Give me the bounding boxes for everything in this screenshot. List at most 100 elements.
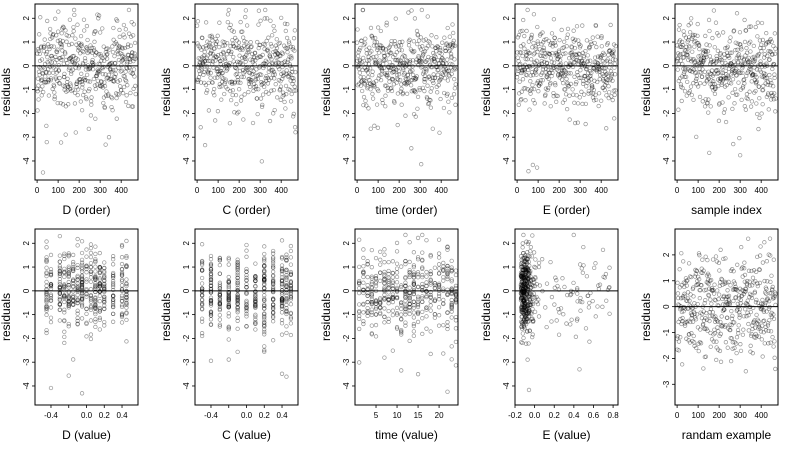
data-point bbox=[106, 135, 112, 140]
data-point bbox=[598, 67, 603, 72]
data-point bbox=[57, 282, 63, 287]
data-point bbox=[771, 97, 776, 102]
data-point bbox=[288, 284, 294, 289]
data-point bbox=[721, 76, 726, 82]
data-point bbox=[524, 312, 529, 317]
data-point bbox=[71, 284, 76, 289]
data-point bbox=[707, 313, 713, 319]
data-point bbox=[608, 69, 614, 74]
data-point bbox=[371, 83, 376, 89]
data-point bbox=[523, 304, 528, 309]
data-point bbox=[407, 298, 412, 303]
data-point bbox=[742, 39, 748, 45]
data-point bbox=[226, 297, 231, 302]
data-point bbox=[283, 62, 288, 68]
data-point bbox=[56, 68, 61, 73]
data-point bbox=[742, 17, 747, 23]
data-point bbox=[688, 292, 693, 297]
data-point bbox=[244, 302, 249, 307]
data-point bbox=[574, 79, 579, 85]
data-point bbox=[584, 274, 590, 279]
data-point bbox=[721, 294, 726, 300]
data-point bbox=[45, 42, 51, 47]
data-point bbox=[261, 41, 266, 47]
data-point bbox=[284, 309, 289, 314]
data-point bbox=[595, 34, 600, 39]
data-point bbox=[707, 309, 712, 315]
data-point bbox=[555, 56, 561, 62]
data-point bbox=[679, 44, 684, 49]
data-point bbox=[532, 280, 537, 285]
y-tick-label: -3 bbox=[22, 358, 31, 366]
data-point bbox=[753, 73, 758, 78]
data-point bbox=[570, 289, 576, 294]
data-point bbox=[120, 52, 125, 57]
data-point bbox=[79, 43, 84, 48]
data-point bbox=[542, 101, 547, 106]
plot-frame bbox=[514, 3, 619, 181]
data-point bbox=[520, 276, 525, 281]
data-point bbox=[208, 309, 214, 314]
data-point bbox=[113, 60, 118, 66]
data-point bbox=[526, 272, 531, 277]
data-point bbox=[36, 83, 41, 88]
data-point bbox=[279, 298, 285, 303]
data-point bbox=[253, 292, 258, 297]
data-point bbox=[132, 40, 138, 46]
data-point bbox=[678, 52, 683, 57]
data-point bbox=[519, 319, 524, 324]
data-point bbox=[110, 293, 116, 299]
data-point bbox=[46, 77, 51, 82]
data-point bbox=[44, 308, 49, 313]
data-point bbox=[365, 299, 370, 305]
data-point bbox=[436, 323, 442, 328]
data-point bbox=[251, 88, 256, 93]
data-point bbox=[365, 283, 370, 288]
data-point bbox=[678, 76, 683, 81]
data-point bbox=[600, 85, 605, 90]
data-point bbox=[199, 268, 205, 273]
data-point bbox=[445, 43, 451, 48]
data-point bbox=[434, 35, 439, 40]
data-point bbox=[610, 57, 616, 62]
data-point bbox=[199, 66, 204, 71]
data-point bbox=[284, 274, 289, 280]
data-point bbox=[418, 59, 423, 64]
data-point bbox=[523, 266, 528, 271]
data-point bbox=[518, 298, 524, 303]
data-point bbox=[205, 53, 210, 58]
data-point bbox=[586, 305, 592, 310]
data-point bbox=[530, 82, 535, 88]
data-point bbox=[702, 69, 707, 74]
data-point bbox=[79, 298, 85, 303]
data-point bbox=[582, 92, 587, 97]
data-point bbox=[279, 296, 285, 301]
data-point bbox=[531, 277, 536, 282]
data-point bbox=[211, 90, 216, 95]
data-point bbox=[387, 59, 392, 65]
data-point bbox=[717, 101, 722, 106]
data-point bbox=[231, 59, 236, 64]
data-point bbox=[262, 329, 267, 335]
data-point bbox=[419, 7, 424, 13]
data-point bbox=[700, 99, 705, 104]
data-point bbox=[528, 310, 533, 315]
data-point bbox=[357, 316, 362, 322]
data-point bbox=[432, 312, 438, 317]
data-point bbox=[265, 60, 270, 65]
data-point bbox=[357, 313, 362, 319]
data-point bbox=[124, 79, 129, 84]
data-point bbox=[527, 302, 532, 307]
data-point bbox=[199, 281, 205, 286]
data-point bbox=[371, 80, 376, 85]
data-point bbox=[217, 284, 223, 289]
data-point bbox=[453, 298, 459, 303]
data-point bbox=[102, 282, 107, 287]
data-point bbox=[369, 297, 374, 302]
data-point bbox=[572, 100, 577, 105]
data-point bbox=[600, 77, 606, 82]
data-point bbox=[199, 242, 205, 247]
data-point bbox=[703, 52, 708, 58]
data-point bbox=[407, 295, 412, 300]
data-point bbox=[522, 293, 527, 299]
